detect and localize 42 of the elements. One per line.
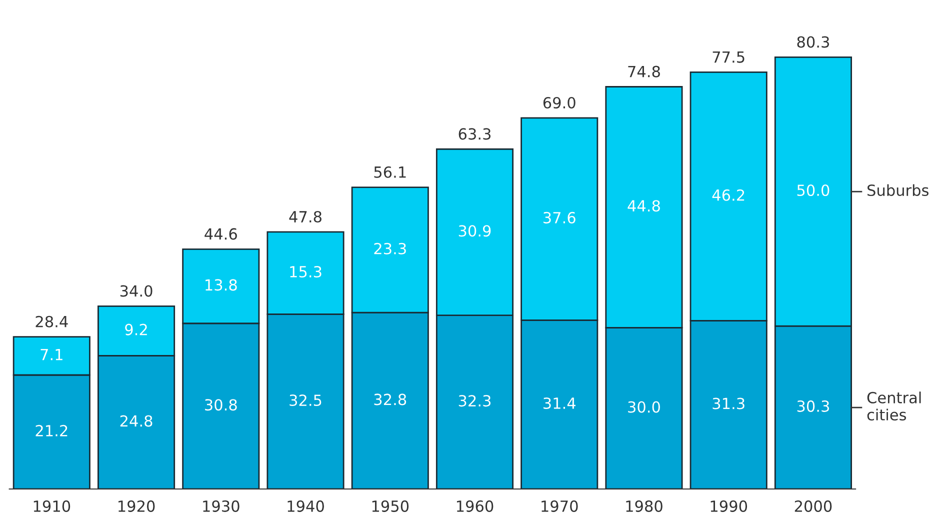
data-label: 32.5	[290, 394, 322, 406]
data-label: 30.8	[205, 399, 237, 411]
data-label: 13.8	[206, 279, 237, 291]
data-label: 31.4	[544, 397, 576, 410]
total-label: 56.1	[374, 166, 406, 178]
x-tick-label: 1980	[626, 500, 662, 512]
data-label: 50.0	[797, 184, 830, 196]
data-label: 31.3	[712, 398, 744, 410]
series-label: Suburbs	[868, 184, 928, 196]
series-label: Central cities	[867, 392, 921, 421]
data-label: 24.8	[120, 415, 152, 427]
x-tick-label: 1970	[542, 500, 578, 512]
data-label: 23.3	[374, 242, 406, 254]
data-label: 32.3	[458, 395, 491, 407]
total-label: 77.5	[712, 51, 744, 63]
data-label: 32.8	[374, 394, 406, 406]
total-label: 80.3	[797, 36, 829, 48]
total-label: 44.6	[204, 228, 237, 240]
data-label: 37.6	[544, 212, 576, 224]
total-label: 47.8	[289, 210, 322, 223]
data-label: 44.8	[628, 200, 660, 212]
x-tick-label: 1940	[288, 500, 324, 512]
data-label: 30.3	[797, 400, 829, 412]
total-label: 63.3	[458, 128, 491, 140]
data-label: 46.2	[712, 189, 744, 201]
data-label: 15.3	[290, 266, 322, 278]
x-tick-label: 1950	[372, 500, 409, 512]
x-tick-label: 2000	[794, 500, 832, 512]
data-label: 7.1	[40, 348, 62, 360]
total-label: 28.4	[36, 316, 68, 328]
total-label: 74.8	[628, 66, 660, 78]
x-tick-label: 1930	[203, 500, 240, 512]
data-label: 9.2	[125, 324, 147, 336]
data-label: 21.2	[36, 424, 68, 436]
x-tick-label: 1990	[710, 500, 748, 512]
data-label: 30.9	[458, 225, 491, 237]
x-tick-label: 1920	[118, 500, 155, 512]
x-tick-label: 1960	[456, 500, 494, 512]
data-label: 30.0	[628, 401, 660, 413]
total-label: 69.0	[543, 96, 576, 109]
x-tick-label: 1910	[34, 500, 70, 512]
total-label: 34.0	[120, 285, 152, 297]
